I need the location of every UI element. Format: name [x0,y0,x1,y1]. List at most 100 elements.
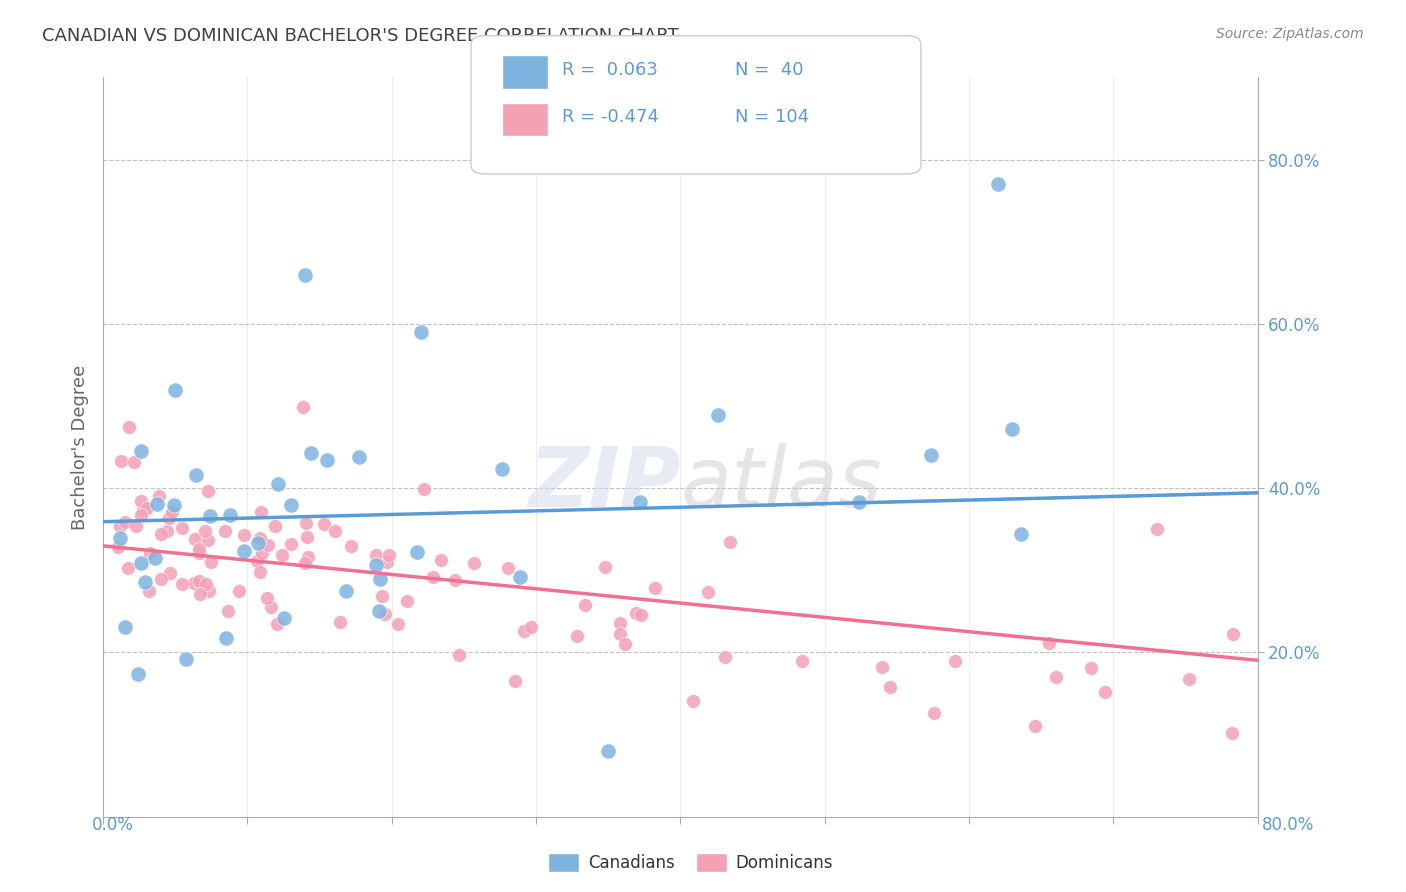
Point [593,559,616,574]
Point [159,566,181,581]
Point [1024,719,1046,733]
Point [127,667,149,681]
Point [626,607,648,621]
Point [430,553,453,567]
Point [257,538,280,552]
Point [463,557,485,571]
Text: N =  40: N = 40 [735,62,804,79]
Point [364,549,387,563]
Point [184,532,207,546]
Point [509,570,531,584]
Point [314,517,336,532]
Point [697,585,720,599]
Point [256,591,278,606]
Point [280,537,302,551]
Point [270,548,292,562]
Text: 80.0%: 80.0% [1263,816,1315,834]
Point [200,555,222,569]
Y-axis label: Bachelor's Degree: Bachelor's Degree [72,364,89,530]
Point [368,604,391,618]
Point [943,653,966,667]
Point [134,575,156,590]
Point [232,544,254,558]
Point [198,509,221,524]
Point [609,616,631,631]
Point [132,501,155,516]
Point [329,615,352,630]
Point [183,575,205,590]
Point [613,637,636,651]
Point [491,462,513,476]
Point [280,498,302,512]
Point [496,561,519,575]
Text: Dominicans: Dominicans [735,854,832,871]
Point [138,584,160,599]
Point [197,533,219,547]
Point [520,620,543,634]
Point [297,550,319,565]
Point [145,550,167,565]
Point [1045,670,1067,684]
Point [114,620,136,634]
Point [335,584,357,599]
Point [246,536,269,550]
Point [294,268,316,282]
Point [682,694,704,708]
Point [110,454,132,468]
Point [129,508,152,522]
Text: atlas: atlas [681,443,882,524]
Point [129,556,152,570]
Point [922,706,945,720]
Point [565,629,588,643]
Point [197,484,219,499]
Point [1001,422,1024,436]
Point [364,558,387,572]
Point [246,554,269,568]
Point [374,607,396,622]
Point [707,409,730,423]
Point [378,548,401,562]
Point [315,453,337,467]
Point [228,583,250,598]
Point [108,518,131,533]
Point [122,455,145,469]
Point [188,587,211,601]
Point [1146,522,1168,536]
Point [250,546,273,560]
Point [574,598,596,612]
Point [249,505,271,519]
Point [395,593,418,607]
Point [148,489,170,503]
Point [294,516,316,530]
Point [1094,685,1116,699]
Point [215,632,238,646]
Point [170,521,193,535]
Point [157,511,180,525]
Point [165,383,187,397]
Point [160,505,183,519]
Point [870,660,893,674]
Point [188,574,211,588]
Point [368,572,391,586]
Point [294,557,316,571]
Point [848,495,870,509]
Point [266,476,288,491]
Point [987,178,1010,192]
Point [232,528,254,542]
Point [249,531,271,545]
Point [347,450,370,464]
Point [406,545,429,559]
Point [628,495,651,509]
Point [170,576,193,591]
Point [714,649,737,664]
Point [187,546,209,560]
Point [117,561,139,575]
Point [644,581,666,595]
Point [156,524,179,538]
Point [323,524,346,538]
Point [1010,527,1032,541]
Text: R = -0.474: R = -0.474 [562,108,659,126]
Point [263,519,285,533]
Point [630,607,652,622]
Point [292,401,315,415]
